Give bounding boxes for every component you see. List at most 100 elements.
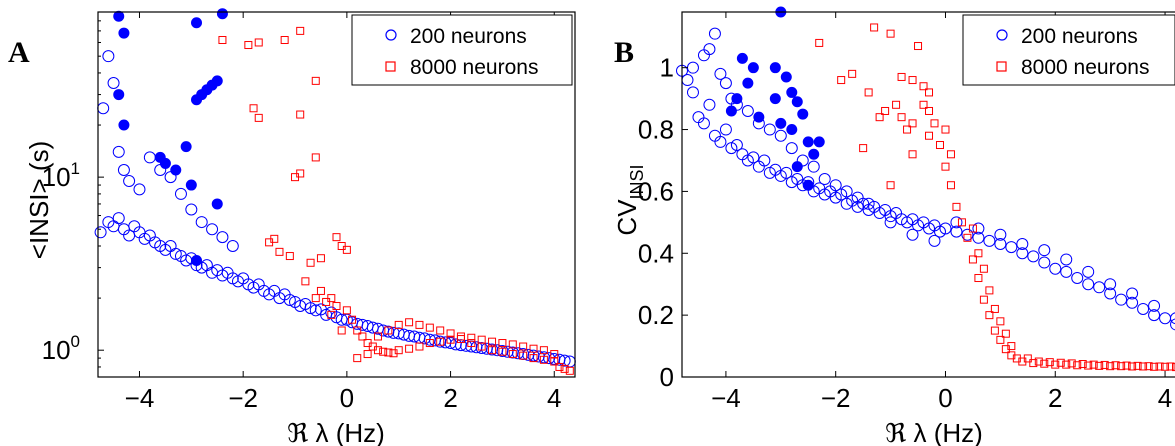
panel-a-point-200-filled xyxy=(216,8,228,20)
panel-b-point-8000 xyxy=(990,326,999,335)
panel-b-point-200-filled xyxy=(731,93,743,105)
panel-a-point-8000 xyxy=(446,329,455,338)
panel-a-point-8000 xyxy=(436,326,445,335)
panel-b-point-8000 xyxy=(875,113,884,122)
panel-a-point-8000 xyxy=(539,346,548,355)
panel-b-point-200 xyxy=(1159,312,1172,325)
panel-a-legend-label-8000: 8000 neurons xyxy=(410,56,538,79)
panel-a-point-8000 xyxy=(342,245,351,254)
panel-a-point-200-filled xyxy=(159,157,171,169)
panel-a-point-8000 xyxy=(519,351,528,360)
panel-b-axes-box xyxy=(681,11,1175,378)
panel-b-point-200-filled xyxy=(742,77,754,89)
panel-b-point-200 xyxy=(1115,293,1128,306)
panel-b-point-8000 xyxy=(946,181,955,190)
panel-a-point-8000 xyxy=(488,346,497,355)
panel-b-point-8000 xyxy=(1089,360,1098,369)
panel-b-point-200 xyxy=(1049,262,1062,275)
panel-a-point-8000 xyxy=(373,346,382,355)
panel-a-point-8000 xyxy=(301,277,310,286)
panel-a-point-8000 xyxy=(285,252,294,261)
panel-a-point-200-filled xyxy=(118,119,130,131)
panel-b-points xyxy=(676,6,1175,372)
panel-b-point-200 xyxy=(950,225,963,238)
panel-b-point-8000 xyxy=(930,119,939,128)
panel-b-point-200 xyxy=(906,228,919,241)
panel-b-point-200 xyxy=(1005,241,1018,254)
panel-b-point-200 xyxy=(1093,281,1106,294)
panel-a-point-8000 xyxy=(488,337,497,346)
panel-b-point-200 xyxy=(747,151,760,164)
panel-a-point-8000 xyxy=(358,332,367,341)
panel-b-x-ticks: −4 −2 0 2 4 xyxy=(711,12,1172,413)
panel-b-point-8000 xyxy=(1166,362,1175,371)
panel-a-point-200-filled xyxy=(113,89,125,101)
panel-a-point-8000 xyxy=(296,26,305,35)
panel-a-point-8000 xyxy=(296,169,305,178)
panel-a-point-8000 xyxy=(348,315,357,324)
panel-b-point-8000 xyxy=(990,304,999,313)
panel-b-point-200 xyxy=(796,154,809,167)
panel-b-point-8000 xyxy=(946,150,955,159)
panel-a-point-8000 xyxy=(456,332,465,341)
panel-b-point-8000 xyxy=(881,106,890,115)
panel-b-legend-box xyxy=(962,14,1175,86)
panel-a-point-8000 xyxy=(508,340,517,349)
panel-a-point-8000 xyxy=(373,332,382,341)
panel-b-point-8000 xyxy=(886,181,895,190)
panel-b-letter: B xyxy=(614,36,634,69)
panel-b-point-200-filled xyxy=(791,96,803,108)
panel-b-point-8000 xyxy=(1056,358,1065,367)
panel-b-point-200-filled xyxy=(725,105,737,117)
panel-b-point-200 xyxy=(703,98,716,111)
panel-b-point-8000 xyxy=(974,274,983,283)
panel-b-point-200 xyxy=(1060,253,1073,266)
panel-b-point-200 xyxy=(686,86,699,99)
panel-b-y-tick-label: 0.8 xyxy=(638,115,674,145)
panel-a-point-200-filled xyxy=(170,164,182,176)
panel-b-point-200 xyxy=(972,231,985,244)
panel-a-point-8000 xyxy=(270,234,279,243)
panel-b-point-200 xyxy=(961,228,974,241)
panel-a-point-8000 xyxy=(311,76,320,85)
panel-a-point-8000 xyxy=(275,247,284,256)
panel-b-point-200 xyxy=(714,135,727,148)
panel-b-point-8000 xyxy=(963,233,972,242)
panel-b-point-200 xyxy=(928,234,941,247)
panel-a-point-8000 xyxy=(332,233,341,242)
panel-a-point-8000 xyxy=(254,38,263,47)
panel-a-point-200 xyxy=(117,163,130,176)
panel-b-y-label-sub: INSI xyxy=(627,164,647,199)
panel-b-point-200 xyxy=(1071,272,1084,285)
panel-b-point-200-filled xyxy=(813,136,825,148)
panel-a-point-200-filled xyxy=(180,141,192,153)
panel-a-point-8000 xyxy=(508,350,517,359)
panel-a-point-200 xyxy=(309,304,322,317)
panel-b-point-8000 xyxy=(1155,362,1164,371)
panel-b-x-tick-label: −4 xyxy=(711,383,741,413)
panel-b-point-8000 xyxy=(1133,361,1142,370)
panel-b-point-200 xyxy=(829,179,842,192)
panel-a-point-200 xyxy=(558,354,571,367)
panel-a-y-ticks: 100 101 xyxy=(42,20,104,378)
panel-a-point-8000 xyxy=(555,362,564,371)
panel-a-point-8000 xyxy=(529,344,538,353)
panel-a-y-tick-label: 100 xyxy=(42,332,80,365)
panel-b-point-200 xyxy=(851,191,864,204)
panel-b-point-8000 xyxy=(941,162,950,171)
panel-a-point-200 xyxy=(216,231,229,244)
panel-a-point-8000 xyxy=(218,36,227,45)
panel-b-point-200-filled xyxy=(786,86,798,98)
panel-a-point-200 xyxy=(123,174,136,187)
panel-a-point-8000 xyxy=(560,364,569,373)
panel-a-point-8000 xyxy=(384,348,393,357)
panel-a-point-8000 xyxy=(425,339,434,348)
panel-b-point-8000 xyxy=(903,125,912,134)
panel-b-point-8000 xyxy=(985,311,994,320)
panel-b-y-tick-label: 0.4 xyxy=(638,238,674,268)
panel-b-point-8000 xyxy=(925,131,934,140)
panel-b-point-8000 xyxy=(996,335,1005,344)
panel-a-y-label: <INSI> (s) xyxy=(24,141,54,259)
panel-b-point-8000 xyxy=(925,106,934,115)
